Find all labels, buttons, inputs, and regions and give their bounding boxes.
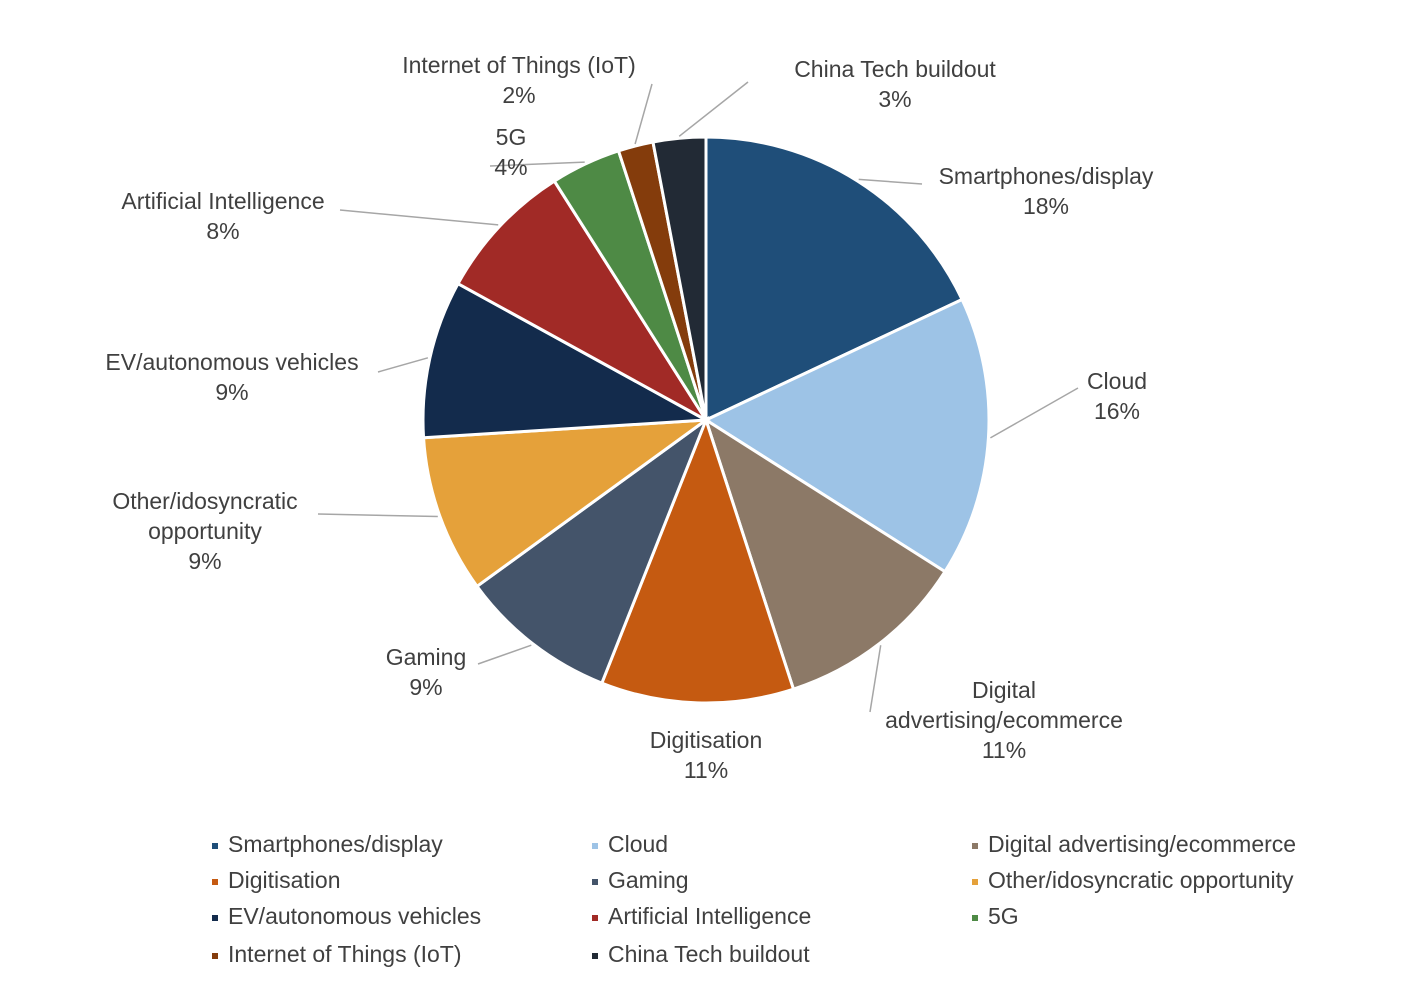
legend-swatch	[592, 843, 598, 849]
data-label-digitisation: Digitisation 11%	[650, 727, 763, 783]
legend-swatch	[212, 953, 218, 959]
leader-line-smartphones-display	[858, 178, 923, 185]
legend: Smartphones/display Cloud Digital advertis…	[212, 831, 1296, 967]
legend-label: Digitisation	[228, 867, 341, 893]
leader-line-5g	[489, 161, 585, 167]
legend-label: EV/autonomous vehicles	[228, 903, 481, 929]
leader-line-artificial-intelligence	[339, 209, 499, 226]
leader-lines	[317, 81, 1079, 713]
data-label-digital-advertising-ecommerce: Digital advertising/ecommerce 11%	[885, 677, 1123, 763]
leader-line-digital-advertising-ecommerce	[869, 645, 882, 713]
legend-item-internet-of-things-iot: Internet of Things (IoT)	[212, 941, 462, 967]
legend-label: China Tech buildout	[608, 941, 810, 967]
legend-label: Gaming	[608, 867, 689, 893]
legend-swatch	[212, 915, 218, 921]
legend-swatch	[972, 915, 978, 921]
leader-line-gaming	[477, 644, 532, 665]
leader-line-internet-of-things-iot	[634, 83, 653, 145]
pie-slice-smartphones-display	[704, 135, 965, 423]
legend-item-ev-autonomous-vehicles: EV/autonomous vehicles	[212, 903, 481, 929]
pie-slice-ev-autonomous-vehicles	[421, 281, 712, 440]
legend-swatch	[592, 953, 598, 959]
data-label-smartphones-display: Smartphones/display 18%	[939, 163, 1154, 219]
legend-label: 5G	[988, 903, 1019, 929]
legend-swatch	[972, 879, 978, 885]
legend-label: Digital advertising/ecommerce	[988, 831, 1296, 857]
legend-item-cloud: Cloud	[592, 831, 668, 857]
legend-item-artificial-intelligence: Artificial Intelligence	[592, 903, 811, 929]
legend-label: Cloud	[608, 831, 668, 857]
data-label-other-idosyncratic-opportunity: Other/idosyncratic opportunity 9%	[112, 488, 297, 574]
legend-item-smartphones-display: Smartphones/display	[212, 831, 443, 857]
data-label-china-tech-buildout: China Tech buildout 3%	[794, 56, 996, 112]
legend-swatch	[592, 915, 598, 921]
legend-swatch	[212, 879, 218, 885]
legend-item-digital-advertising-ecommerce: Digital advertising/ecommerce	[972, 831, 1296, 857]
pie-slice-artificial-intelligence	[455, 178, 708, 422]
data-label-ev-autonomous-vehicles: EV/autonomous vehicles 9%	[105, 349, 358, 405]
legend-label: Artificial Intelligence	[608, 903, 811, 929]
data-label-gaming: Gaming 9%	[386, 644, 467, 700]
legend-item-5g: 5G	[972, 903, 1019, 929]
legend-item-gaming: Gaming	[592, 867, 689, 893]
leader-line-ev-autonomous-vehicles	[377, 357, 429, 373]
legend-item-other-idosyncratic-opportunity: Other/idosyncratic opportunity	[972, 867, 1294, 893]
pie-slice-digitisation	[599, 415, 796, 705]
legend-swatch	[592, 879, 598, 885]
pie-slice-gaming	[474, 415, 710, 686]
leader-line-other-idosyncratic-opportunity	[317, 513, 438, 518]
pie-slice-cloud	[702, 297, 991, 574]
legend-swatch	[972, 843, 978, 849]
leader-line-china-tech-buildout	[678, 81, 749, 137]
legend-item-china-tech-buildout: China Tech buildout	[592, 941, 810, 967]
data-label-artificial-intelligence: Artificial Intelligence 8%	[121, 188, 324, 244]
legend-label: Smartphones/display	[228, 831, 443, 857]
data-label-5g: 5G 4%	[494, 124, 527, 180]
legend-item-digitisation: Digitisation	[212, 867, 341, 893]
legend-label: Other/idosyncratic opportunity	[988, 867, 1294, 893]
pie-slices	[421, 135, 991, 705]
pie-slice-other-idosyncratic-opportunity	[421, 418, 712, 589]
data-label-internet-of-things-iot: Internet of Things (IoT) 2%	[402, 52, 636, 108]
data-label-cloud: Cloud 16%	[1087, 368, 1147, 424]
pie-slice-digital-advertising-ecommerce	[703, 416, 948, 692]
legend-label: Internet of Things (IoT)	[228, 941, 462, 967]
legend-swatch	[212, 843, 218, 849]
data-labels: Smartphones/display 18% Cloud 16% Digital adv…	[105, 52, 1153, 783]
leader-line-cloud	[990, 387, 1079, 439]
pie-slice-china-tech-buildout	[651, 135, 708, 421]
